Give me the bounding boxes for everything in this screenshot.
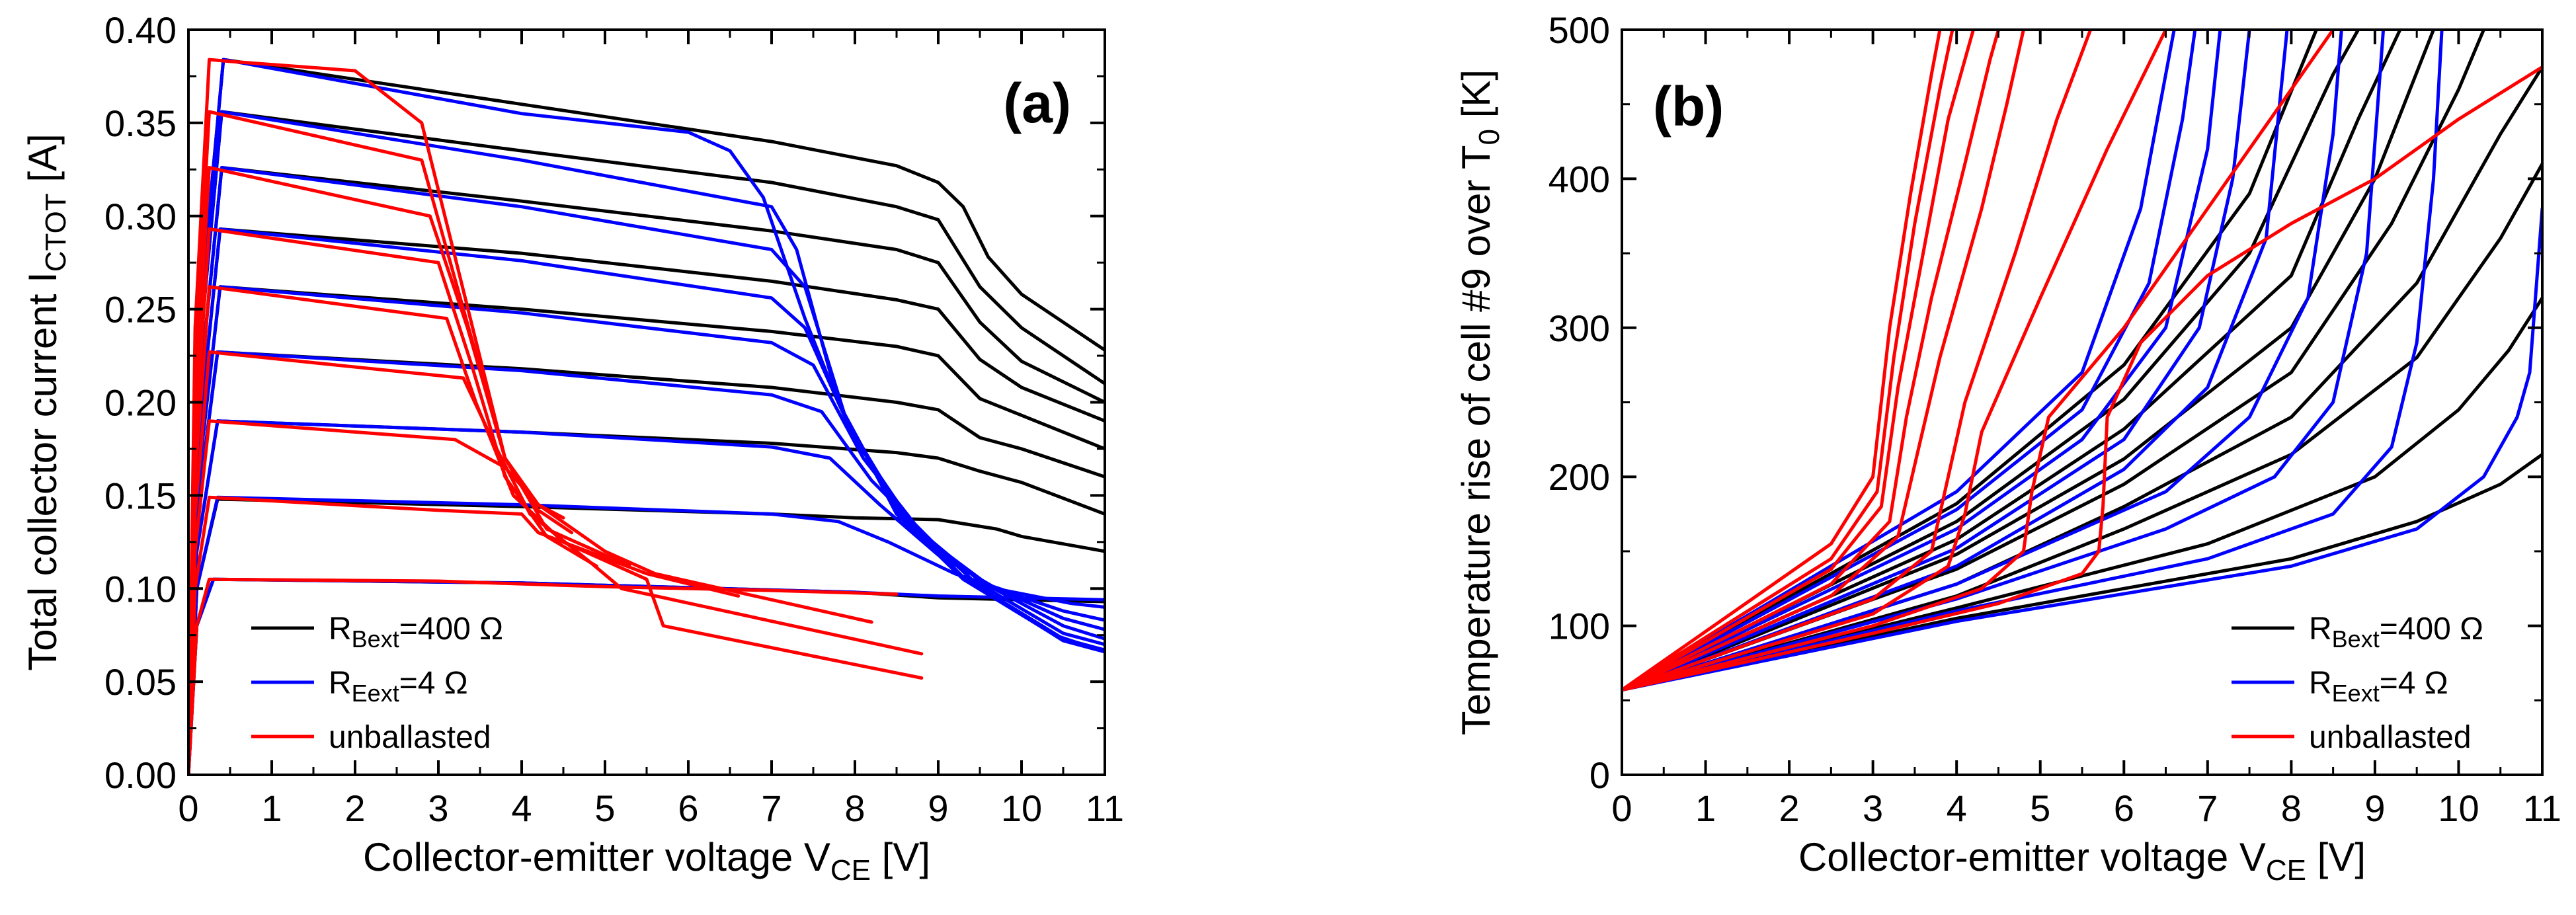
panel-a-series-line	[188, 419, 1105, 775]
panel-b-series-line	[1622, 65, 2542, 692]
panel-b-series-line	[1622, 296, 2542, 692]
panel-a-series-line	[188, 495, 741, 775]
panel-a-x-tick-label: 1	[261, 787, 282, 829]
panel-a-x-tick-label: 4	[511, 787, 532, 829]
panel-b-series-line	[1622, 30, 1975, 692]
panel-b-series-line	[1622, 30, 2318, 692]
panel-a-series-line	[188, 285, 1105, 775]
panel-a-x-tick-label: 11	[1086, 787, 1124, 829]
panel-b-x-tick-label: 0	[1611, 787, 1632, 829]
panel-b-series-line	[1622, 30, 2386, 692]
panel-a-y-tick-label: 0.35	[104, 102, 177, 144]
panel-a-x-tick-label: 7	[761, 787, 782, 829]
panel-a-legend-entry: unballasted	[329, 720, 491, 755]
panel-b-series-line	[1622, 30, 2485, 692]
panel-b-legend-entry: RBext=400 Ω	[2309, 612, 2483, 653]
panel-b-series-unballasted	[1622, 30, 2542, 692]
panel-b-plot-area	[1622, 30, 2542, 692]
panel-b-series-line	[1622, 30, 2289, 692]
panel-b-x-tick-label: 11	[2523, 787, 2561, 829]
panel-b-series-line	[1622, 30, 2025, 692]
panel-b-x-tick-label: 1	[1695, 787, 1716, 829]
panel-b-x-tick-label: 8	[2281, 787, 2302, 829]
panel-a-plot-area	[188, 58, 1105, 775]
panel-b-legend-entry: REext=4 Ω	[2309, 666, 2448, 707]
panel-a-series-unballasted	[188, 58, 924, 775]
panel-b-chart: 0 1 2 3 4 5 6 7 8 9 10 11 0 100 200 300 400 500 Collector-…	[1454, 9, 2561, 887]
panel-a-series-line	[188, 58, 1105, 775]
panel-b-x-tick-label: 9	[2364, 787, 2385, 829]
panel-b-series-line	[1622, 30, 2167, 692]
panel-a-x-tick-label: 10	[1001, 787, 1042, 829]
panel-b-x-tick-label: 2	[1779, 787, 1800, 829]
panel-a-x-tick-label: 0	[178, 787, 198, 829]
panel-a-y-tick-label: 0.00	[104, 754, 177, 796]
panel-b-series-line	[1622, 30, 2197, 692]
panel-a-series-line	[188, 227, 598, 775]
panel-a-y-tick-label: 0.40	[104, 9, 177, 51]
panel-a-x-tick-label: 5	[594, 787, 615, 829]
panel-b-legend: RBext=400 Ω REext=4 Ω unballasted	[2232, 612, 2483, 755]
panel-b-series-line	[1622, 30, 2343, 692]
panel-a-y-axis-label: Total collector current ICTOT [A]	[20, 134, 72, 671]
panel-a-x-tick-label: 6	[678, 787, 698, 829]
panel-a-legend-entry: REext=4 Ω	[329, 666, 468, 707]
panel-a-y-tick-label: 0.05	[104, 661, 177, 703]
panel-b-series-line	[1622, 207, 2542, 692]
panel-a-y-tick-label: 0.10	[104, 568, 177, 610]
panel-a-legend: RBext=400 Ω REext=4 Ω unballasted	[251, 612, 503, 755]
panel-a-x-tick-label: 9	[928, 787, 948, 829]
panel-a-y-tick-label: 0.30	[104, 196, 177, 237]
panel-a-y-tick-label: 0.20	[104, 382, 177, 424]
panel-b-y-tick-label: 0	[1590, 754, 1610, 796]
panel-a-x-tick-label: 8	[844, 787, 865, 829]
panel-b-series-line	[1622, 30, 2093, 692]
panel-b-panel-label: (b)	[1653, 75, 1724, 138]
panel-b-y-tick-label: 300	[1549, 307, 1610, 349]
panel-b-x-tick-label: 5	[2030, 787, 2050, 829]
panel-a-series-line	[188, 350, 1105, 775]
panel-b-y-tick-label: 500	[1549, 9, 1610, 51]
panel-a-x-tick-label: 2	[344, 787, 365, 829]
panel-a-panel-label: (a)	[1003, 72, 1071, 134]
panel-a-series-line	[188, 227, 1105, 775]
panel-a-x-tick-label: 3	[428, 787, 448, 829]
panel-b-x-tick-label: 10	[2438, 787, 2479, 829]
panel-b-x-tick-label: 4	[1947, 787, 1967, 829]
panel-b-y-tick-label: 200	[1549, 456, 1610, 498]
panel-a-x-axis-label: Collector-emitter voltage VCE [V]	[363, 835, 930, 887]
panel-b-series-line	[1622, 30, 2335, 692]
panel-b-x-tick-label: 3	[1863, 787, 1883, 829]
panel-a-series-line	[188, 577, 899, 775]
panel-b-series-line	[1622, 30, 2402, 692]
panel-b-series-line	[1622, 30, 1942, 692]
panel-b-x-tick-label: 6	[2114, 787, 2134, 829]
panel-a-y-tick-label: 0.25	[104, 289, 177, 331]
panel-b-y-axis-label: Temperature rise of cell #9 over T0 [K]	[1454, 69, 1506, 735]
panel-b-y-tick-label: 100	[1549, 606, 1610, 647]
panel-b-x-axis-label: Collector-emitter voltage VCE [V]	[1798, 835, 2366, 887]
panel-b-y-tick-label: 400	[1549, 158, 1610, 200]
panel-b-series-line	[1622, 452, 2542, 692]
panel-a-series-line	[188, 58, 565, 775]
panel-a-series-line	[188, 495, 1105, 775]
panel-b-x-tick-label: 7	[2197, 787, 2218, 829]
panel-b-series-line	[1622, 30, 2000, 692]
panel-a-chart: 0 1 2 3 4 5 6 7 8 9 10 11 0.00 0.05 0.10 0.15 0.20 0.25 0.…	[20, 9, 1124, 887]
panel-b-series-line	[1622, 30, 1954, 692]
panel-b-series-line	[1622, 30, 2251, 692]
panel-a-series-line	[188, 110, 574, 775]
panel-a-series-line	[188, 285, 924, 775]
panel-a-y-tick-label: 0.15	[104, 475, 177, 516]
panel-a-legend-entry: RBext=400 Ω	[329, 612, 503, 653]
panel-b-legend-entry: unballasted	[2309, 720, 2472, 755]
